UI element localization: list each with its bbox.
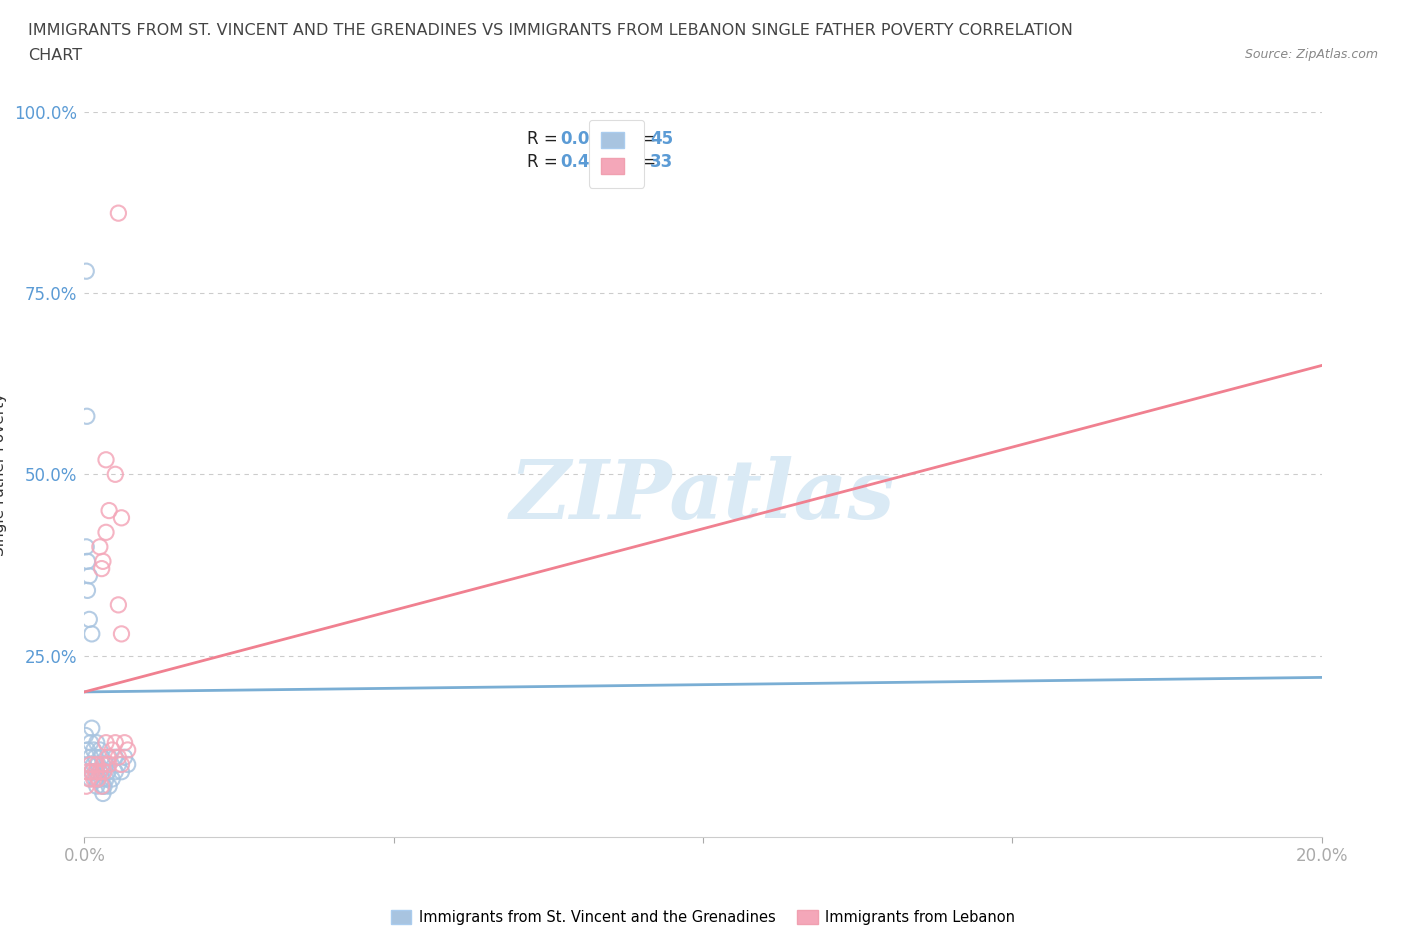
Point	[93, 764, 115, 779]
Point	[79, 772, 101, 787]
Point	[110, 627, 132, 642]
Text: 0.081: 0.081	[561, 130, 613, 148]
Text: R =: R =	[527, 130, 564, 148]
Point	[97, 750, 120, 764]
Point	[91, 778, 114, 793]
Point	[76, 409, 98, 424]
Point	[75, 264, 97, 279]
Point	[101, 772, 124, 787]
Point	[107, 757, 129, 772]
Point	[87, 772, 110, 787]
Point	[86, 764, 108, 779]
Point	[76, 742, 98, 757]
Point	[114, 736, 136, 751]
Point	[90, 778, 112, 793]
Point	[98, 750, 121, 764]
Text: CHART: CHART	[28, 48, 82, 63]
Point	[79, 757, 101, 772]
Point	[79, 736, 101, 751]
Point	[79, 750, 101, 764]
Text: 0.451: 0.451	[561, 153, 613, 171]
Text: 33: 33	[650, 153, 673, 171]
Point	[83, 772, 105, 787]
Point	[91, 757, 114, 772]
Point	[91, 764, 114, 779]
Point	[86, 757, 108, 772]
Point	[104, 750, 127, 764]
Point	[101, 742, 124, 757]
Point	[87, 772, 110, 787]
Point	[79, 612, 101, 627]
Text: N =: N =	[614, 130, 661, 148]
Point	[104, 467, 127, 482]
Point	[90, 772, 112, 787]
Text: IMMIGRANTS FROM ST. VINCENT AND THE GRENADINES VS IMMIGRANTS FROM LEBANON SINGLE: IMMIGRANTS FROM ST. VINCENT AND THE GREN…	[28, 23, 1073, 38]
Point	[83, 742, 105, 757]
Point	[114, 750, 136, 764]
Point	[93, 778, 115, 793]
Point	[117, 757, 139, 772]
Point	[91, 554, 114, 569]
Point	[75, 539, 97, 554]
Point	[94, 772, 117, 787]
Point	[76, 583, 98, 598]
Point	[97, 764, 120, 779]
Point	[107, 597, 129, 612]
Point	[84, 764, 107, 779]
Point	[80, 721, 103, 736]
Point	[94, 525, 117, 539]
Point	[79, 568, 101, 583]
Point	[86, 736, 108, 751]
Text: R =: R =	[527, 153, 564, 171]
Point	[90, 561, 112, 576]
Point	[86, 778, 108, 793]
Point	[91, 786, 114, 801]
Point	[80, 764, 103, 779]
Point	[75, 728, 97, 743]
Point	[107, 206, 129, 220]
Y-axis label: Single Father Poverty: Single Father Poverty	[0, 392, 7, 556]
Point	[80, 764, 103, 779]
Point	[104, 764, 127, 779]
Point	[107, 750, 129, 764]
Point	[89, 764, 111, 779]
Point	[110, 511, 132, 525]
Point	[84, 750, 107, 764]
Text: N =: N =	[614, 153, 661, 171]
Point	[94, 452, 117, 467]
Point	[83, 757, 105, 772]
Legend: Immigrants from St. Vincent and the Grenadines, Immigrants from Lebanon: Immigrants from St. Vincent and the Gren…	[384, 902, 1022, 930]
Text: 45: 45	[650, 130, 673, 148]
Point	[75, 778, 97, 793]
Point	[104, 736, 127, 751]
Point	[117, 742, 139, 757]
Point	[94, 736, 117, 751]
Point	[90, 750, 112, 764]
Point	[76, 554, 98, 569]
Point	[84, 772, 107, 787]
Point	[87, 757, 110, 772]
Text: ZIPatlas: ZIPatlas	[510, 456, 896, 536]
Point	[110, 757, 132, 772]
Point	[98, 757, 121, 772]
Point	[79, 772, 101, 787]
Point	[76, 764, 98, 779]
Point	[110, 764, 132, 779]
Point	[89, 764, 111, 779]
Point	[94, 757, 117, 772]
Text: Source: ZipAtlas.com: Source: ZipAtlas.com	[1244, 48, 1378, 61]
Point	[80, 627, 103, 642]
Point	[89, 539, 111, 554]
Point	[98, 778, 121, 793]
Point	[98, 503, 121, 518]
Point	[79, 757, 101, 772]
Point	[89, 742, 111, 757]
